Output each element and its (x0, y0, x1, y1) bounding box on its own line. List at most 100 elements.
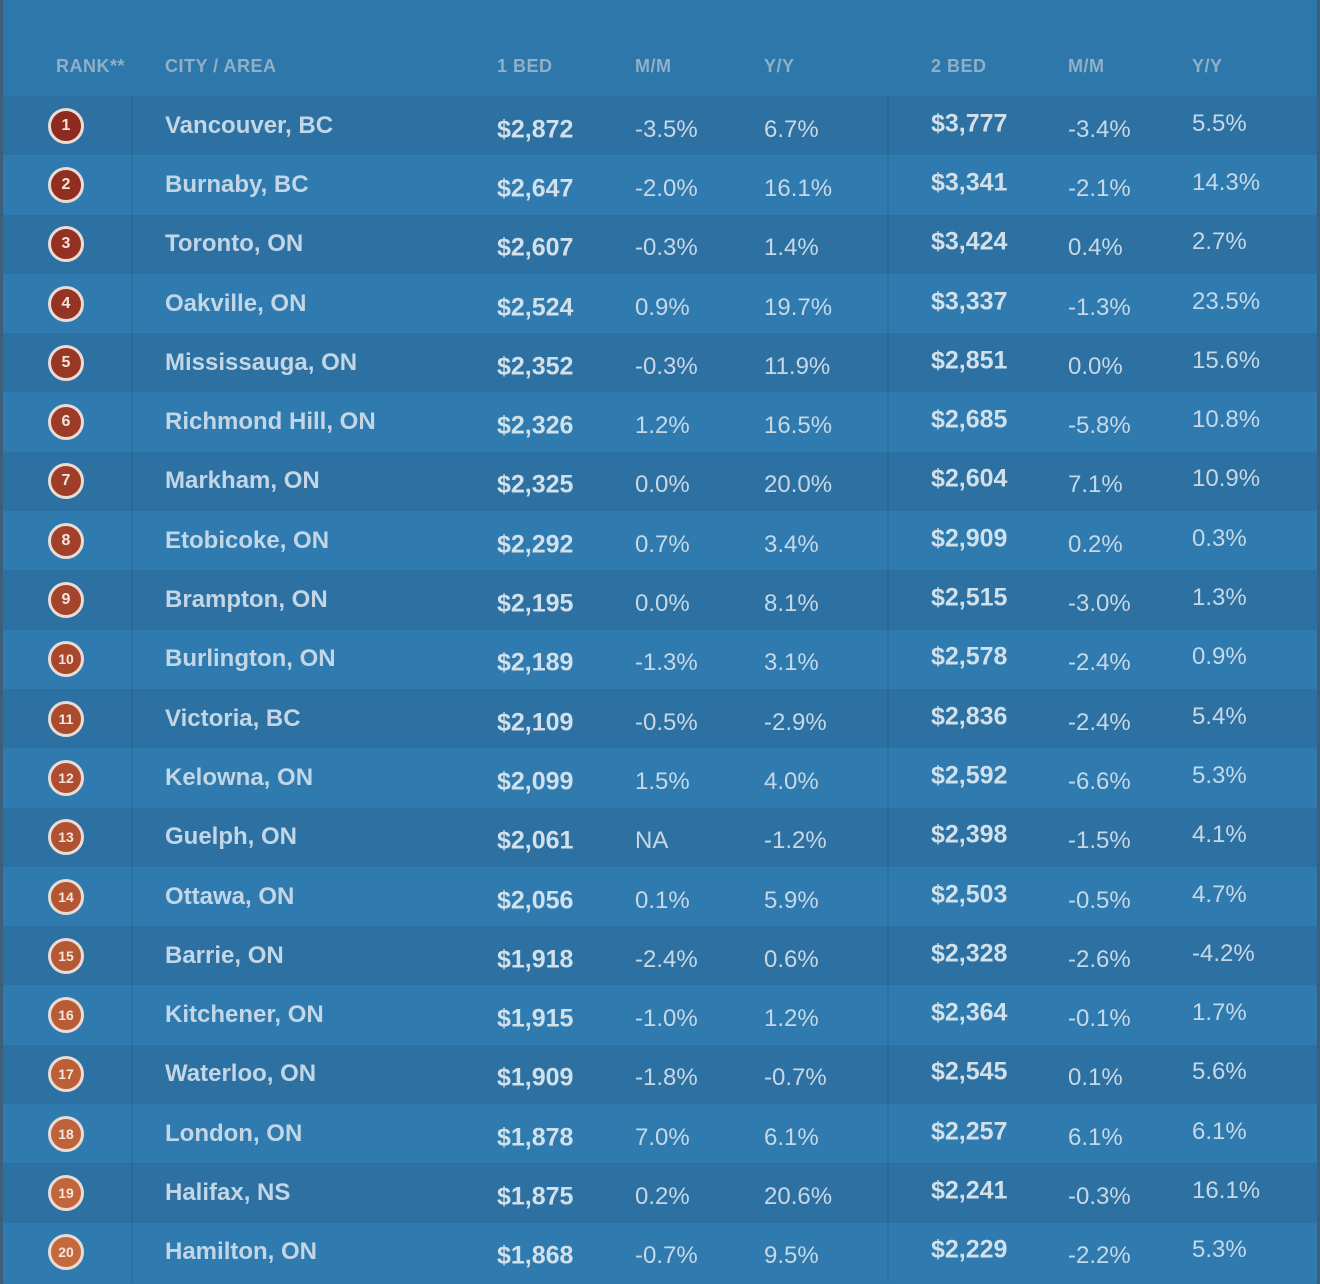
one-bed-rent: $2,647 (497, 174, 574, 203)
one-bed-year-change: 9.5% (764, 1242, 819, 1270)
two-bed-rent: $2,515 (931, 583, 1008, 612)
two-bed-rent: $3,777 (931, 109, 1008, 138)
column-divider (887, 985, 889, 1045)
column-divider (887, 214, 889, 274)
header-two-bed-mm: M/M (1068, 56, 1105, 76)
two-bed-year-change: 4.1% (1192, 821, 1247, 849)
one-bed-month-change: -1.3% (635, 649, 698, 677)
one-bed-year-change: -0.7% (764, 1064, 827, 1092)
two-bed-year-change: 10.9% (1192, 465, 1261, 493)
rank-badge: 10 (48, 641, 84, 678)
two-bed-month-change: -2.1% (1068, 174, 1131, 202)
one-bed-year-change: 20.6% (764, 1182, 833, 1210)
one-bed-rent: $1,909 (497, 1063, 574, 1092)
one-bed-year-change: 1.4% (764, 234, 819, 262)
one-bed-year-change: 20.0% (764, 471, 833, 499)
column-divider (887, 688, 889, 749)
city-name: Kelowna, ON (165, 763, 314, 791)
one-bed-month-change: 1.2% (635, 412, 690, 440)
two-bed-year-change: 5.5% (1192, 109, 1247, 137)
rank-badge: 2 (48, 166, 84, 203)
two-bed-rent: $2,328 (931, 939, 1008, 968)
two-bed-month-change: -0.5% (1068, 886, 1131, 914)
city-name: Ottawa, ON (165, 882, 295, 910)
two-bed-year-change: 1.7% (1192, 999, 1247, 1027)
city-name: Etobicoke, ON (165, 526, 330, 554)
one-bed-rent: $2,195 (497, 589, 574, 618)
rank-badge: 5 (48, 344, 84, 381)
two-bed-rent: $3,424 (931, 227, 1008, 256)
column-divider (887, 511, 889, 571)
two-bed-rent: $3,337 (931, 287, 1008, 316)
column-divider (131, 155, 133, 215)
city-name: Halifax, NS (165, 1178, 291, 1206)
one-bed-year-change: 16.5% (764, 412, 833, 440)
one-bed-rent: $2,872 (497, 115, 574, 144)
column-divider (131, 451, 133, 512)
one-bed-rent: $1,915 (497, 1004, 574, 1033)
column-divider (131, 333, 133, 393)
two-bed-year-change: 1.3% (1192, 584, 1247, 612)
rank-badge: 17 (48, 1056, 84, 1093)
one-bed-year-change: 3.4% (764, 530, 819, 558)
two-bed-month-change: -0.1% (1068, 1005, 1131, 1033)
one-bed-year-change: 8.1% (764, 590, 819, 618)
two-bed-year-change: -4.2% (1192, 939, 1255, 967)
one-bed-month-change: -0.3% (635, 352, 698, 380)
one-bed-rent: $2,352 (497, 352, 574, 381)
two-bed-rent: $2,578 (931, 642, 1008, 671)
column-divider (131, 748, 133, 808)
table-row: 1 Vancouver, BC $2,872 -3.5% 6.7% $3,777 -3.4%… (3, 96, 1317, 156)
header-one-bed-yy: Y/Y (764, 56, 795, 76)
header-city: CITY / AREA (165, 56, 277, 76)
city-name: Mississauga, ON (165, 348, 358, 376)
two-bed-rent: $2,241 (931, 1176, 1008, 1205)
column-divider (131, 392, 133, 452)
table-row: 7 Markham, ON $2,325 0.0% 20.0% $2,604 7.1% 10.… (3, 451, 1317, 512)
two-bed-rent: $3,341 (931, 168, 1008, 197)
two-bed-rent: $2,364 (931, 998, 1008, 1027)
rank-badge: 16 (48, 997, 84, 1034)
one-bed-rent: $2,326 (497, 411, 574, 440)
column-divider (887, 807, 889, 867)
two-bed-month-change: -1.5% (1068, 827, 1131, 855)
header-rank: RANK** (56, 56, 126, 76)
one-bed-month-change: -0.5% (635, 708, 698, 736)
header-one-bed-mm: M/M (635, 56, 672, 76)
column-divider (887, 866, 889, 927)
table-row: 2 Burnaby, BC $2,647 -2.0% 16.1% $3,341 -2.1% 1… (3, 155, 1317, 215)
one-bed-rent: $1,868 (497, 1241, 574, 1270)
one-bed-month-change: -2.0% (635, 174, 698, 202)
two-bed-rent: $2,604 (931, 464, 1008, 493)
rank-badge: 15 (48, 937, 84, 974)
two-bed-rent: $2,851 (931, 346, 1008, 375)
rank-badge: 18 (48, 1115, 84, 1152)
one-bed-month-change: -0.3% (635, 234, 698, 262)
two-bed-month-change: -2.2% (1068, 1242, 1131, 1270)
two-bed-year-change: 15.6% (1192, 346, 1261, 374)
table-row: 17 Waterloo, ON $1,909 -1.8% -0.7% $2,545 0.1%… (3, 1044, 1317, 1105)
header-two-bed: 2 BED (931, 56, 987, 76)
one-bed-year-change: 16.1% (764, 174, 833, 202)
table-row: 3 Toronto, ON $2,607 -0.3% 1.4% $3,424 0.4% 2.7… (3, 214, 1317, 274)
rank-badge: 20 (48, 1234, 84, 1271)
two-bed-rent: $2,685 (931, 405, 1008, 434)
two-bed-year-change: 14.3% (1192, 168, 1261, 196)
column-divider (887, 273, 889, 334)
rank-badge: 19 (48, 1174, 84, 1211)
column-divider (131, 1104, 133, 1164)
two-bed-year-change: 4.7% (1192, 880, 1247, 908)
column-divider (131, 1222, 133, 1282)
table-row: 6 Richmond Hill, ON $2,326 1.2% 16.5% $2,685 -… (3, 392, 1317, 452)
one-bed-month-change: -1.0% (635, 1005, 698, 1033)
two-bed-month-change: -6.6% (1068, 767, 1131, 795)
city-name: Burlington, ON (165, 645, 336, 673)
two-bed-month-change: -2.4% (1068, 708, 1131, 736)
column-divider (131, 1163, 133, 1223)
column-divider (887, 570, 889, 630)
one-bed-rent: $2,061 (497, 826, 574, 855)
column-divider (131, 96, 133, 156)
two-bed-month-change: 0.0% (1068, 352, 1123, 380)
column-divider (131, 926, 133, 986)
one-bed-year-change: 6.7% (764, 115, 819, 143)
